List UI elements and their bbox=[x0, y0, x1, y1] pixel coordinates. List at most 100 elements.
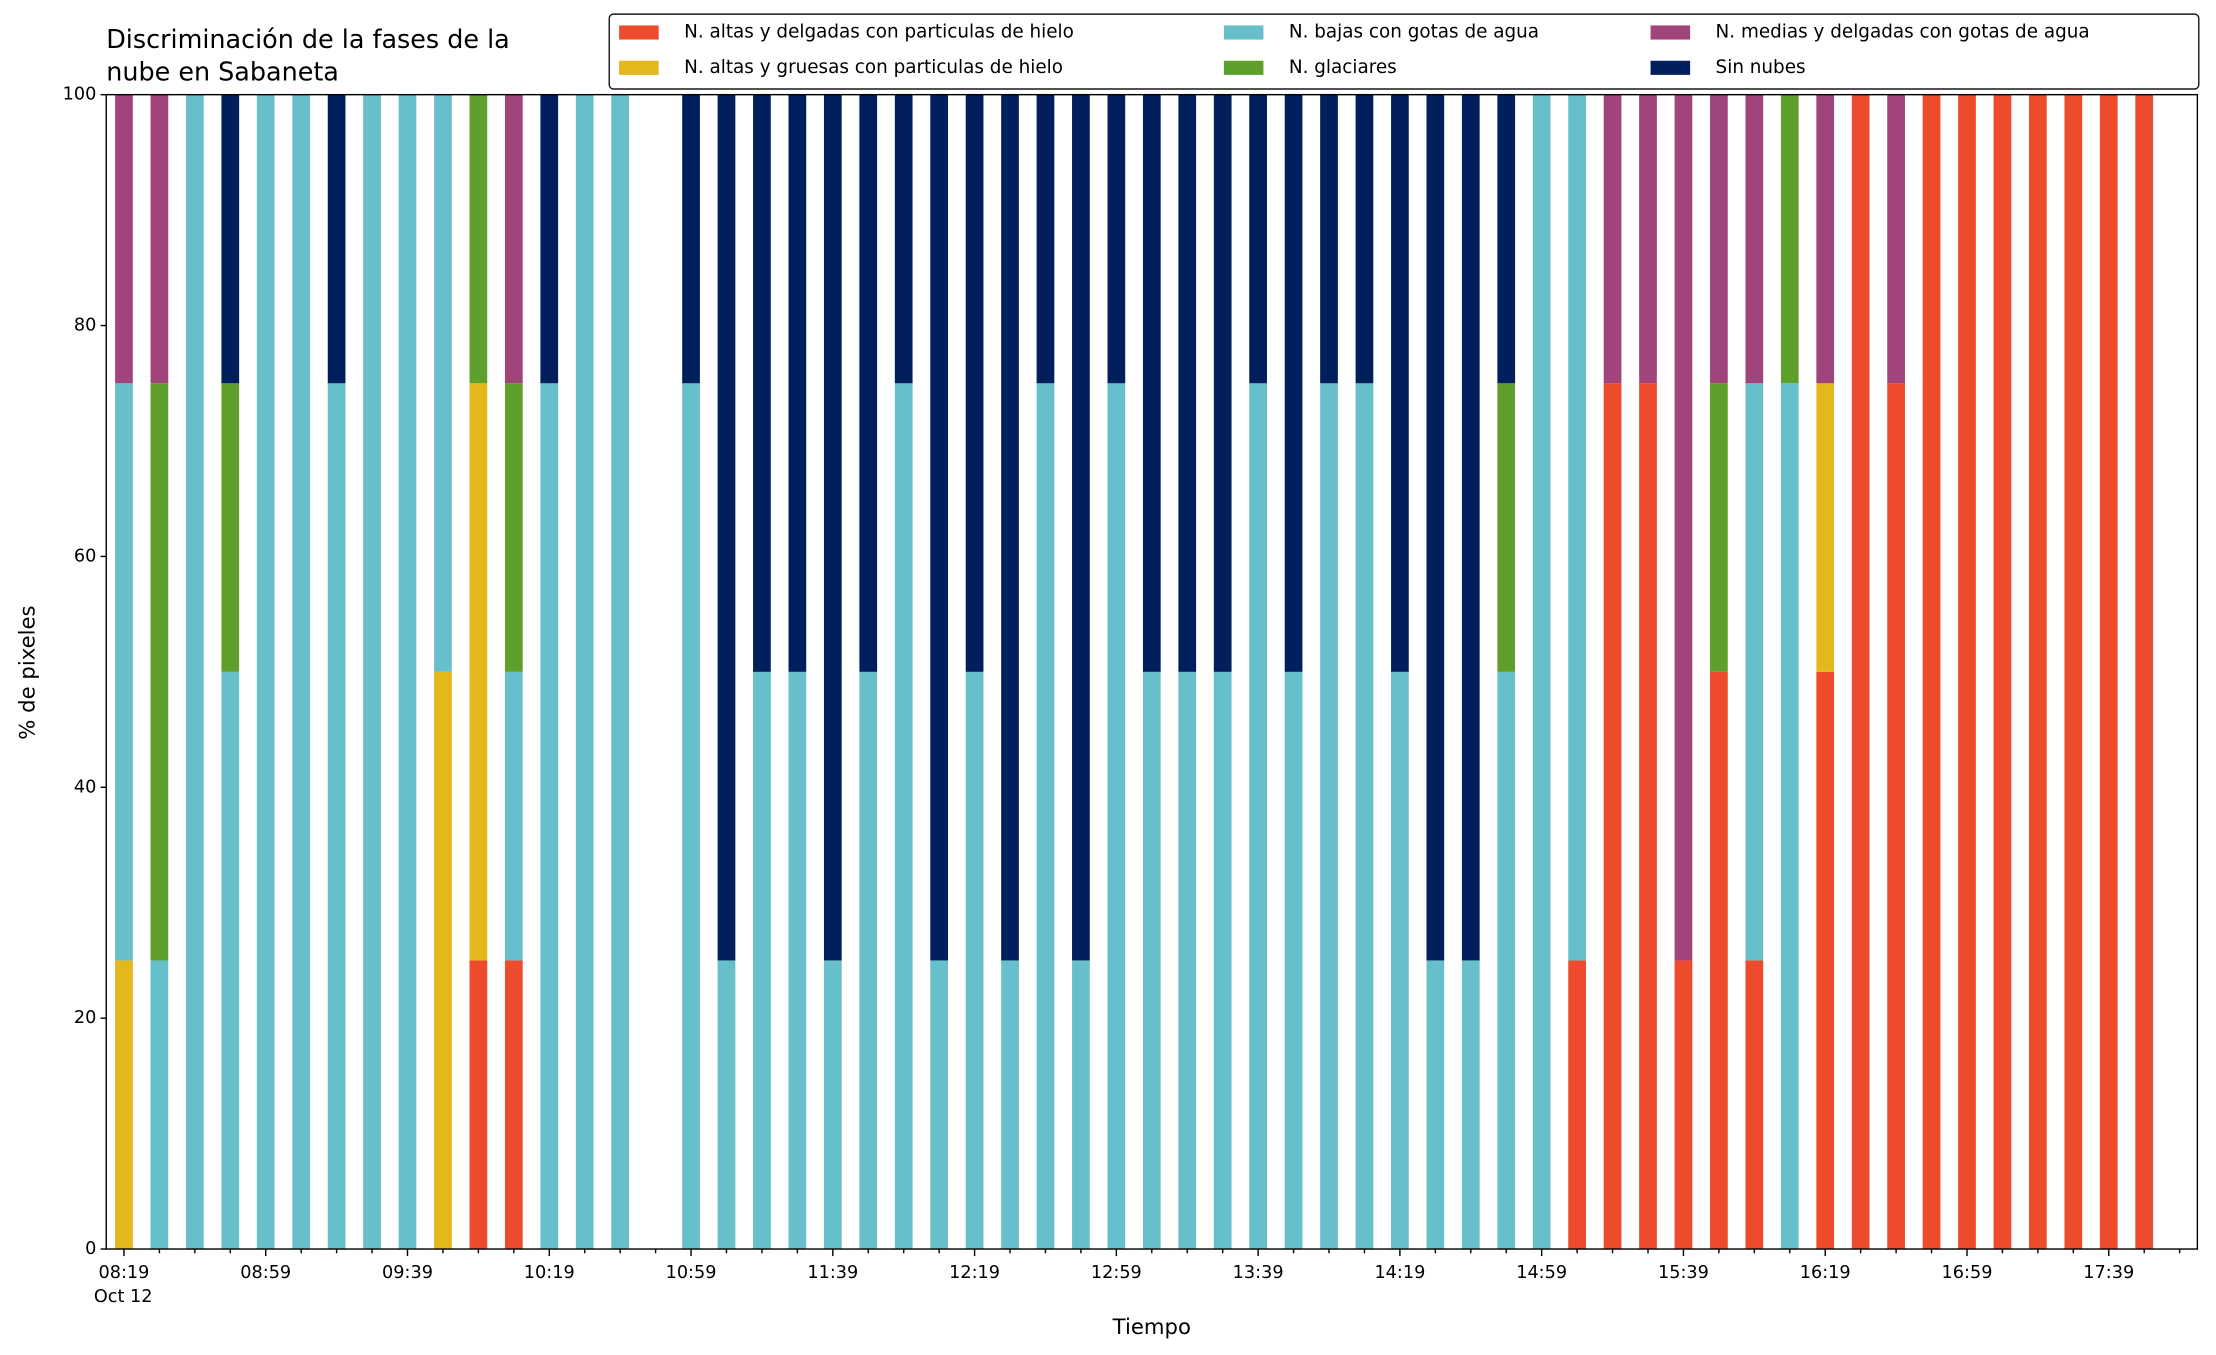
legend-swatch bbox=[619, 60, 659, 75]
bar-segment bbox=[682, 383, 700, 1250]
x-tick-label: 08:19 bbox=[99, 1263, 150, 1283]
bar-segment bbox=[434, 94, 452, 672]
bar-segment bbox=[150, 960, 169, 1250]
bar-segment bbox=[1284, 94, 1303, 672]
x-tick-label: 13:39 bbox=[1233, 1263, 1284, 1283]
bar-segment bbox=[823, 960, 842, 1250]
bar-segment bbox=[753, 94, 771, 672]
bar-segment bbox=[1497, 671, 1516, 1250]
x-tick-label: 10:59 bbox=[666, 1263, 717, 1283]
bar-segment bbox=[504, 960, 523, 1250]
legend-swatch bbox=[1223, 60, 1264, 75]
x-tick-label: 16:19 bbox=[1800, 1263, 1851, 1283]
legend-label: N. altas y gruesas con particulas de hie… bbox=[684, 57, 1063, 78]
bar-segment bbox=[1674, 960, 1693, 1250]
bar-segment bbox=[1887, 94, 1905, 384]
bar-segment bbox=[717, 960, 736, 1250]
bar-segment bbox=[930, 960, 949, 1250]
legend-label: Sin nubes bbox=[1716, 57, 1806, 78]
bar-segment bbox=[469, 383, 488, 961]
bar-segment bbox=[1710, 94, 1728, 384]
bar-segment bbox=[398, 94, 417, 1250]
y-tick-label: 40 bbox=[74, 777, 96, 797]
bar-segment bbox=[1142, 94, 1161, 672]
bar-segment bbox=[1461, 960, 1480, 1250]
bar-segment bbox=[115, 383, 133, 961]
bar-segment bbox=[434, 671, 452, 1250]
bar-segment bbox=[717, 94, 736, 961]
bar-segment bbox=[1851, 94, 1870, 1250]
x-tick-label: 16:59 bbox=[1942, 1263, 1993, 1283]
x-tick-label: 15:39 bbox=[1658, 1263, 1709, 1283]
x-tick-label: 10:19 bbox=[524, 1263, 575, 1283]
y-tick-label: 80 bbox=[74, 316, 96, 336]
chart-title: Discriminación de la fases de la bbox=[106, 24, 510, 54]
bar-segment bbox=[1497, 383, 1516, 672]
bar-segment bbox=[221, 671, 240, 1250]
bar-segment bbox=[292, 94, 311, 1250]
bar-segment bbox=[1816, 671, 1835, 1250]
bar-segment bbox=[185, 94, 204, 1250]
chart-title: nube en Sabaneta bbox=[106, 56, 339, 86]
y-tick-label: 20 bbox=[74, 1008, 96, 1028]
y-tick-label: 60 bbox=[74, 546, 96, 566]
bar-segment bbox=[859, 671, 878, 1250]
x-tick-label: 08:59 bbox=[240, 1263, 291, 1283]
bar-segment bbox=[1426, 960, 1445, 1250]
bar-segment bbox=[1355, 383, 1374, 1250]
bar-segment bbox=[1001, 960, 1019, 1250]
bar-segment bbox=[1603, 383, 1622, 1250]
y-axis-label: % de pixeles bbox=[15, 605, 40, 739]
bar-segment bbox=[1639, 383, 1657, 1250]
bar-segment bbox=[1639, 94, 1657, 384]
legend-label: N. glaciares bbox=[1289, 57, 1397, 78]
bar-segment bbox=[1391, 671, 1409, 1250]
bar-segment bbox=[1249, 383, 1267, 1250]
bar-segment bbox=[1001, 94, 1019, 961]
bar-segment bbox=[1036, 94, 1055, 384]
legend-box bbox=[608, 13, 2200, 90]
date-label: Oct 12 bbox=[94, 1287, 153, 1307]
bar-segment bbox=[1816, 383, 1835, 672]
bar-segment bbox=[221, 383, 240, 672]
bar-segment bbox=[1710, 671, 1728, 1250]
bar-segment bbox=[1745, 94, 1764, 384]
bar-segment bbox=[930, 94, 949, 961]
bar-segment bbox=[1320, 94, 1338, 384]
bar-segment bbox=[575, 94, 594, 1250]
legend-swatch bbox=[619, 25, 659, 40]
bar-segment bbox=[150, 383, 169, 961]
bar-segment bbox=[363, 94, 381, 1250]
bar-segment bbox=[221, 94, 240, 384]
y-tick-label: 0 bbox=[85, 1239, 96, 1259]
bar-segment bbox=[469, 94, 488, 384]
bar-segment bbox=[1072, 960, 1090, 1250]
bar-segment bbox=[611, 94, 630, 1250]
bar-segment bbox=[2099, 94, 2118, 1250]
bar-segment bbox=[327, 383, 346, 1250]
legend-swatch bbox=[1650, 60, 1691, 75]
x-tick-label: 11:39 bbox=[807, 1263, 858, 1283]
bar-segment bbox=[753, 671, 771, 1250]
bar-segment bbox=[1816, 94, 1835, 384]
bar-segment bbox=[1497, 94, 1516, 384]
x-tick-label: 17:39 bbox=[2083, 1263, 2134, 1283]
bar-segment bbox=[1355, 94, 1374, 384]
bar-segment bbox=[965, 671, 984, 1250]
bar-segment bbox=[1178, 671, 1197, 1250]
bar-segment bbox=[965, 94, 984, 672]
legend-swatch bbox=[1223, 25, 1264, 40]
bar-segment bbox=[1142, 671, 1161, 1250]
bar-segment bbox=[1745, 960, 1764, 1250]
bar-segment bbox=[115, 960, 133, 1250]
bar-segment bbox=[1922, 94, 1941, 1250]
bar-segment bbox=[504, 671, 523, 961]
bar-segment bbox=[540, 383, 559, 1250]
x-tick-label: 14:19 bbox=[1374, 1263, 1425, 1283]
legend-swatch bbox=[1650, 25, 1691, 40]
legend-label: N. altas y delgadas con particulas de hi… bbox=[684, 21, 1074, 42]
bar-segment bbox=[504, 94, 523, 384]
bar-segment bbox=[1674, 94, 1693, 961]
bar-segment bbox=[1568, 94, 1586, 961]
